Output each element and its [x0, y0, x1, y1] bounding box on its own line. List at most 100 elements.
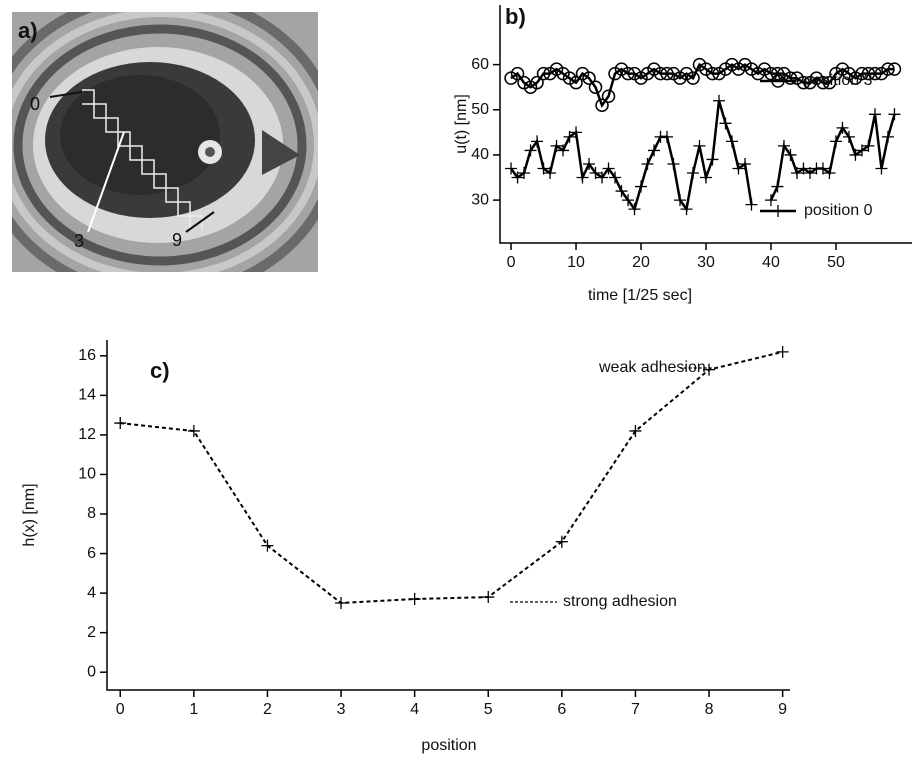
marker — [661, 130, 674, 143]
marker — [635, 180, 648, 193]
marker — [674, 194, 687, 207]
marker — [563, 130, 576, 143]
y-tick-label: 60 — [471, 56, 489, 73]
marker — [777, 139, 790, 152]
marker — [693, 139, 706, 152]
marker — [641, 157, 654, 170]
y-tick-label: 2 — [87, 624, 96, 641]
y-tick-label: 40 — [471, 146, 489, 163]
x-tick-label: 1 — [189, 701, 198, 718]
x-tick-label: 10 — [567, 254, 585, 271]
x-axis-label: position — [421, 737, 476, 754]
marker — [796, 75, 811, 90]
marker — [703, 363, 716, 376]
marker — [700, 171, 712, 184]
legend-label: position 3 — [804, 72, 873, 89]
marker — [601, 89, 616, 103]
x-tick-label: 9 — [778, 701, 787, 718]
marker — [816, 162, 829, 175]
x-tick-label: 0 — [507, 254, 516, 271]
marker — [576, 171, 589, 184]
y-tick-label: 0 — [87, 663, 96, 680]
x-tick-label: 2 — [263, 701, 272, 718]
marker — [531, 135, 544, 148]
x-tick-label: 8 — [705, 701, 714, 718]
marker — [705, 66, 720, 81]
axis-line — [106, 340, 790, 691]
marker — [588, 80, 603, 94]
marker — [687, 167, 700, 179]
annotation: strong adhesion — [563, 593, 677, 610]
y-tick-label: 30 — [471, 191, 489, 208]
marker — [888, 108, 901, 121]
marker — [719, 117, 732, 130]
x-tick-label: 0 — [116, 701, 125, 718]
x-axis-label: time [1/25 sec] — [588, 287, 692, 304]
x-tick-label: 4 — [410, 701, 419, 718]
x-tick-label: 6 — [557, 701, 566, 718]
marker — [555, 535, 568, 548]
marker — [881, 130, 894, 143]
micrograph: a) 0 3 9 — [12, 12, 318, 272]
marker — [836, 121, 849, 134]
marker — [505, 162, 518, 175]
marker — [629, 424, 642, 437]
marker — [187, 424, 200, 437]
marker — [569, 75, 583, 90]
marker — [537, 162, 550, 175]
marker — [875, 162, 888, 175]
marker — [842, 130, 855, 143]
marker — [667, 157, 680, 170]
marker — [764, 194, 777, 207]
marker — [596, 171, 609, 184]
marker — [712, 94, 725, 107]
marker — [595, 98, 609, 113]
marker — [816, 75, 830, 90]
marker — [589, 167, 602, 179]
marker — [557, 144, 570, 157]
y-tick-label: 50 — [471, 101, 489, 118]
marker — [803, 167, 816, 179]
marker — [738, 157, 751, 170]
marker — [861, 66, 876, 81]
marker — [602, 162, 615, 175]
x-tick-label: 3 — [337, 701, 346, 718]
marker — [887, 62, 902, 76]
marker — [530, 75, 544, 90]
marker — [770, 66, 785, 81]
x-tick-label: 5 — [484, 701, 493, 718]
x-tick-label: 30 — [697, 254, 715, 271]
marker — [511, 171, 524, 184]
series-line — [509, 100, 896, 213]
marker — [114, 417, 127, 430]
marker — [335, 596, 348, 609]
marker — [862, 139, 875, 152]
marker — [764, 66, 778, 81]
marker — [524, 144, 537, 157]
marker — [536, 66, 551, 81]
marker — [855, 144, 868, 157]
marker — [868, 66, 882, 81]
marker — [518, 167, 531, 179]
axis-line — [499, 5, 912, 244]
marker — [680, 203, 693, 216]
marker — [732, 162, 745, 175]
marker — [706, 153, 719, 166]
y-tick-label: 14 — [78, 387, 96, 404]
marker — [881, 62, 895, 76]
x-tick-label: 40 — [762, 254, 780, 271]
marker — [582, 71, 596, 85]
marker — [849, 148, 862, 161]
marker — [790, 167, 803, 179]
marker — [745, 198, 758, 211]
marker — [648, 144, 661, 157]
marker — [622, 194, 635, 207]
marker — [408, 593, 421, 606]
y-tick-label: 16 — [78, 347, 96, 364]
marker — [771, 74, 785, 88]
panel-label: b) — [505, 4, 526, 29]
marker — [772, 205, 784, 217]
y-tick-label: 10 — [78, 466, 96, 483]
y-tick-label: 8 — [87, 505, 96, 522]
panel-label: c) — [150, 358, 170, 383]
